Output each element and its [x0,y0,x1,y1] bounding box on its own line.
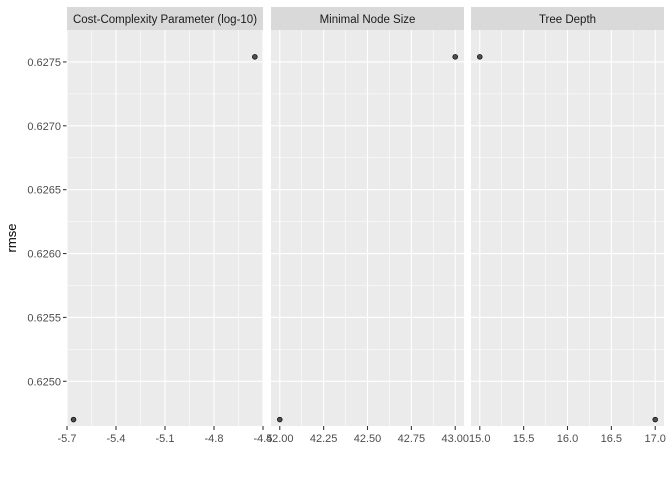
facet-strip-label: Tree Depth [539,14,596,26]
facet-strip [471,7,664,30]
x-tick-label: 16.0 [557,433,578,445]
facet-strip-label: Cost-Complexity Parameter (log-10) [73,14,257,26]
data-point [252,54,258,60]
y-tick-label: 0.6255 [27,312,61,324]
facet-strip [271,7,464,30]
facet-panels: -5.7 -5.4 -5.1 -4.8 -4.5 Cost-Complexity Para… [58,7,666,445]
data-point [277,416,283,423]
y-tick-label: 0.6275 [27,57,61,69]
x-tick-label: -4.5 [254,433,273,445]
x-tick-label: 42.25 [310,433,338,445]
facet-panel: 15.0 15.5 16.0 16.5 17.0 Tree Depth [469,7,666,445]
y-tick-label: 0.6260 [27,249,61,261]
data-point [452,54,458,60]
y-axis-title: rmse [4,224,19,253]
data-point [477,54,483,60]
facet-strip [67,7,263,30]
x-tick-label: 15.5 [513,433,534,445]
x-tick-label: -4.8 [205,433,224,445]
y-tick-label: 0.6265 [27,185,61,197]
x-tick-label: 42.00 [266,433,294,445]
x-tick-label: 42.75 [398,433,426,445]
x-tick-label: 15.0 [469,433,490,445]
data-point [70,416,77,423]
x-tick-label: -5.4 [107,433,126,445]
y-axis: 0.6250 0.6255 0.6260 0.6265 0.6270 0.6275 [27,57,67,388]
x-tick-label: 42.50 [354,433,382,445]
x-tick-label: 16.5 [601,433,622,445]
facet-panel: -5.7 -5.4 -5.1 -4.8 -4.5 Cost-Complexity Para… [58,7,273,445]
x-tick-label: 17.0 [645,433,666,445]
x-tick-label: -5.1 [156,433,175,445]
facet-strip-label: Minimal Node Size [320,14,416,26]
y-tick-label: 0.6250 [27,376,61,388]
facet-panel: 42.00 42.25 42.50 42.75 43.00 Minimal Node Si… [266,7,469,445]
x-tick-label: -5.7 [58,433,77,445]
x-tick-label: 43.00 [441,433,469,445]
y-tick-label: 0.6270 [27,121,61,133]
data-point [652,416,658,423]
